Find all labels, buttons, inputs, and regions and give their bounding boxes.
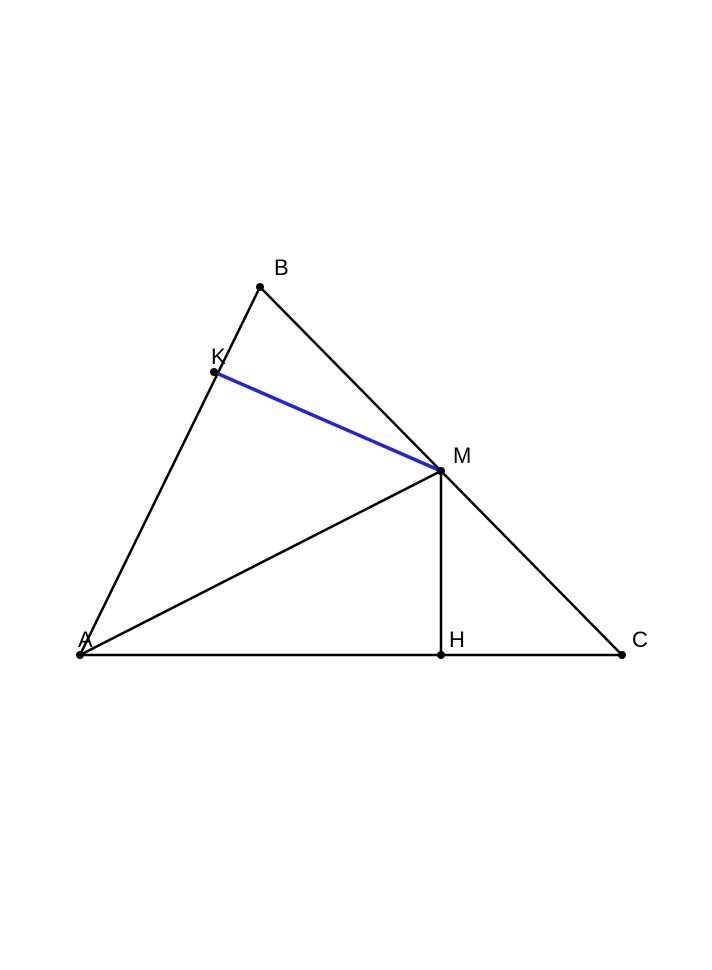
edge-K-M (214, 372, 441, 471)
geometry-canvas (0, 0, 712, 970)
point-B (256, 283, 264, 291)
edge-A-M (80, 471, 441, 655)
point-H (437, 651, 445, 659)
point-C (618, 651, 626, 659)
label-B: B (274, 255, 289, 281)
label-H: H (449, 627, 465, 653)
label-K: K (211, 344, 226, 370)
label-A: A (78, 627, 93, 653)
label-M: M (453, 443, 471, 469)
edge-A-B (80, 287, 260, 655)
label-C: C (632, 627, 648, 653)
point-M (437, 467, 445, 475)
